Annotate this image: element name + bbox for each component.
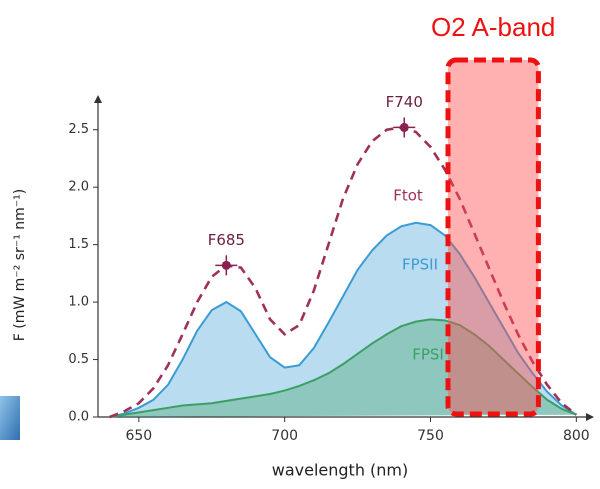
y-tick-label: 0.0: [68, 410, 89, 425]
y-tick-label: 1.5: [68, 237, 89, 252]
x-axis-arrow: [586, 413, 594, 421]
line: [109, 126, 578, 419]
y-tick-label: 0.5: [68, 352, 89, 367]
series-label: FPSII: [402, 256, 438, 274]
thumbnail: [0, 396, 20, 440]
peak-label: F740: [386, 93, 423, 111]
peak-marker: [221, 260, 231, 270]
x-axis-label: wavelength (nm): [272, 461, 409, 480]
y-tick-label: 2.0: [68, 180, 89, 195]
y-axis-arrow: [94, 95, 102, 103]
peak-marker: [399, 122, 409, 132]
peak-label: F685: [208, 231, 245, 249]
series-label: FPSI: [412, 346, 444, 364]
x-tick-label: 800: [563, 428, 590, 444]
x-tick-label: 700: [271, 428, 298, 444]
y-tick-label: 1.0: [68, 295, 89, 310]
band: [445, 57, 541, 417]
area: [109, 221, 577, 418]
band-label: O2 A-band: [431, 12, 555, 42]
x-tick-label: 650: [125, 428, 152, 444]
y-tick-label: 2.5: [68, 122, 89, 137]
y-axis-label: F (mW m⁻² sr⁻¹ nm⁻¹): [12, 189, 28, 341]
series-label: Ftot: [393, 187, 423, 205]
area: [109, 318, 577, 418]
x-tick-label: 750: [417, 428, 444, 444]
